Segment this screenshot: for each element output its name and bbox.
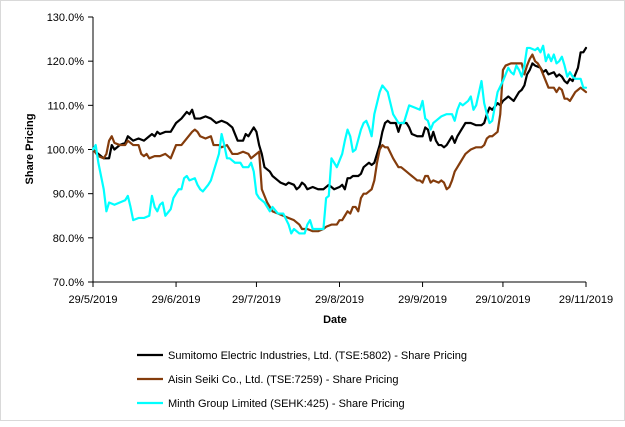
x-tick-label: 29/5/2019 [69,294,118,306]
x-tick-label: 29/9/2019 [398,294,447,306]
y-tick-label: 70.0% [53,277,84,289]
x-tick-label: 29/10/2019 [475,294,530,306]
y-tick-label: 90.0% [53,189,84,201]
series-line-1 [91,46,588,191]
y-axis-title: Share Pricing [24,114,36,185]
legend-label-1: Sumitomo Electric Industries, Ltd. (TSE:… [168,350,467,362]
legend: Sumitomo Electric Industries, Ltd. (TSE:… [137,350,467,410]
y-tick-label: 100.0% [47,145,85,157]
x-tick-label: 29/8/2019 [315,294,364,306]
series-line-2 [91,53,588,233]
x-tick-label: 29/6/2019 [152,294,201,306]
x-axis-title: Date [323,314,347,326]
y-tick-label: 80.0% [53,233,84,245]
x-tick-label: 29/11/2019 [559,294,613,306]
y-tick-label: 110.0% [48,100,85,112]
y-tick-label: 130.0% [47,12,85,24]
legend-label-3: Minth Group Limited (SEHK:425) - Share P… [168,398,405,410]
x-tick-label: 29/7/2019 [232,294,281,306]
legend-label-2: Aisin Seiki Co., Ltd. (TSE:7259) - Share… [168,374,398,386]
series-lines [91,44,588,235]
axes: 70.0% 80.0% 90.0% 100.0% 110.0% 120.0% 130.0% 2… [47,12,613,306]
series-line-3 [91,44,588,235]
y-tick-label: 120.0% [47,56,85,68]
